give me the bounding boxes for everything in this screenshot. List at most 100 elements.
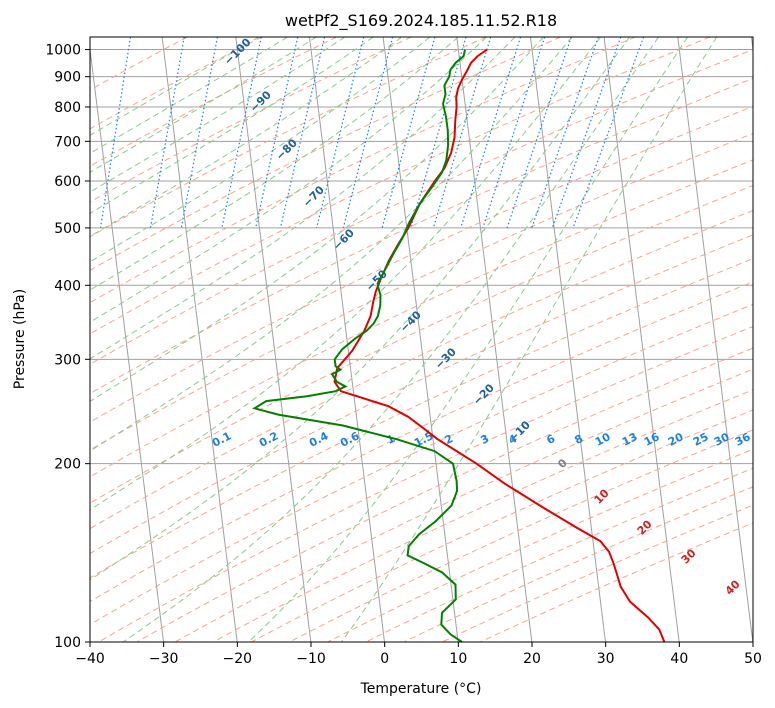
moist-adiabat-line	[90, 37, 374, 214]
moist-adiabat-line	[90, 37, 630, 581]
x-tick-label: 50	[744, 651, 762, 667]
y-tick-label: 100	[54, 635, 81, 651]
dry-adiabat-label: −40	[397, 308, 424, 335]
mixing-ratio-label: 25	[691, 430, 711, 449]
moist-adiabat-line	[248, 37, 689, 642]
x-tick-label: 0	[380, 651, 389, 667]
dry-adiabat-line	[288, 429, 753, 642]
dry-adiabat-label: −70	[300, 183, 327, 210]
dry-adiabat-line	[90, 37, 412, 203]
y-tick-label: 400	[54, 278, 81, 294]
mixing-ratio-line	[432, 37, 492, 229]
isotherm-line	[750, 37, 753, 54]
chart-title: wetPf2_S169.2024.185.11.52.R18	[285, 11, 557, 31]
x-axis-label: Temperature (°C)	[360, 681, 482, 697]
mixing-ratio-line	[381, 37, 436, 229]
moist-adiabat-line	[90, 37, 259, 136]
y-tick-label: 600	[54, 174, 81, 190]
moist-adiabat-line	[90, 37, 431, 263]
grid-lines	[90, 37, 753, 642]
y-tick-label: 1000	[45, 43, 81, 59]
dry-adiabats	[90, 37, 753, 642]
dry-adiabat-line	[135, 347, 753, 642]
dry-adiabat-label: −60	[330, 226, 357, 253]
mixing-ratio-label: 0.2	[257, 429, 280, 449]
dry-adiabat-line	[90, 37, 188, 91]
mixing-ratio-line	[551, 37, 622, 229]
mixing-ratio-label: 10	[593, 430, 613, 449]
mixing-ratio-label: 30	[712, 430, 732, 449]
dry-adiabat-line	[90, 49, 753, 365]
mixing-ratio-label: 16	[642, 430, 662, 449]
dry-adiabat-line	[173, 368, 753, 642]
mixing-ratio-label: 0.1	[210, 429, 233, 449]
x-tick-label: −40	[75, 651, 105, 667]
moist-adiabat-line	[122, 37, 659, 642]
mixing-ratio-line	[180, 37, 218, 229]
mixing-ratio-line	[506, 37, 572, 229]
mixing-ratio-label: 3	[478, 432, 491, 447]
moist-adiabat-line	[90, 37, 288, 154]
y-tick-label: 300	[54, 352, 81, 368]
dewpoint-line	[252, 49, 466, 642]
x-tick-label: 10	[449, 651, 467, 667]
dry-adiabat-line	[250, 409, 753, 642]
x-axis: −40 −30 −20 −10 0 10 20 30 40 50	[75, 642, 762, 667]
moist-adiabat-line	[90, 37, 573, 452]
isotherm-line	[308, 37, 385, 642]
x-tick-label: 20	[523, 651, 541, 667]
moist-adiabat-line	[90, 37, 487, 323]
dry-adiabat-line	[90, 37, 337, 167]
dry-adiabat-line	[90, 37, 711, 335]
x-tick-label: −20	[223, 651, 253, 667]
isotherm-line	[456, 37, 533, 642]
dry-adiabat-line	[97, 325, 753, 642]
mixing-ratio-line	[221, 37, 262, 229]
mixing-ratio-line	[316, 37, 365, 229]
dry-adiabat-line	[90, 159, 753, 478]
mixing-ratio-line	[342, 37, 394, 229]
y-tick-label: 700	[54, 134, 81, 150]
y-axis-label: Pressure (hPa)	[12, 289, 28, 389]
moist-adiabat-line	[90, 37, 459, 291]
mixing-ratio-label: 20	[666, 430, 686, 449]
isotherm-line	[677, 37, 753, 642]
moist-adiabat-label: 10	[592, 486, 612, 506]
y-tick-label: 500	[54, 221, 81, 237]
x-tick-label: −10	[296, 651, 326, 667]
dry-adiabat-line	[90, 37, 561, 271]
line-labels: −100−90−80−70−60−50−40−30−20−10010203040…	[210, 35, 753, 598]
y-tick-label: 900	[54, 70, 81, 86]
mixing-ratio-line	[255, 37, 299, 229]
moist-adiabat-line	[90, 37, 346, 193]
dry-adiabat-line	[90, 37, 487, 238]
moist-adiabat-line	[90, 37, 402, 238]
moist-adiabat-label: 40	[723, 577, 743, 597]
dry-adiabat-line	[402, 486, 753, 642]
x-tick-label: 40	[670, 651, 688, 667]
mixing-ratio-lines	[54, 37, 645, 229]
dry-adiabat-line	[364, 467, 753, 642]
isotherm-line	[529, 37, 606, 642]
isotherm-line	[161, 37, 238, 642]
y-axis: 100 200 300 400 500 600 700 800 900 1000	[45, 43, 90, 651]
x-tick-label: 30	[597, 651, 615, 667]
mixing-ratio-label: 36	[733, 430, 753, 449]
moist-adiabat-line	[341, 37, 718, 642]
y-tick-label: 200	[54, 457, 81, 473]
mixing-ratio-line	[54, 37, 81, 228]
mixing-ratio-line	[460, 37, 522, 229]
mixing-ratio-label: 6	[544, 432, 557, 447]
mixing-ratio-label: 13	[620, 430, 640, 449]
dry-adiabat-label: −100	[222, 35, 254, 67]
isotherm-line	[382, 37, 459, 642]
x-tick-label: −30	[149, 651, 179, 667]
mixing-ratio-line	[410, 37, 467, 229]
moist-adiabat-line	[90, 37, 602, 511]
moist-adiabats	[90, 37, 718, 642]
sounding-series	[252, 48, 666, 642]
mixing-ratio-line	[149, 37, 185, 229]
plot-frame	[89, 36, 754, 643]
mixing-ratio-line	[99, 37, 132, 228]
